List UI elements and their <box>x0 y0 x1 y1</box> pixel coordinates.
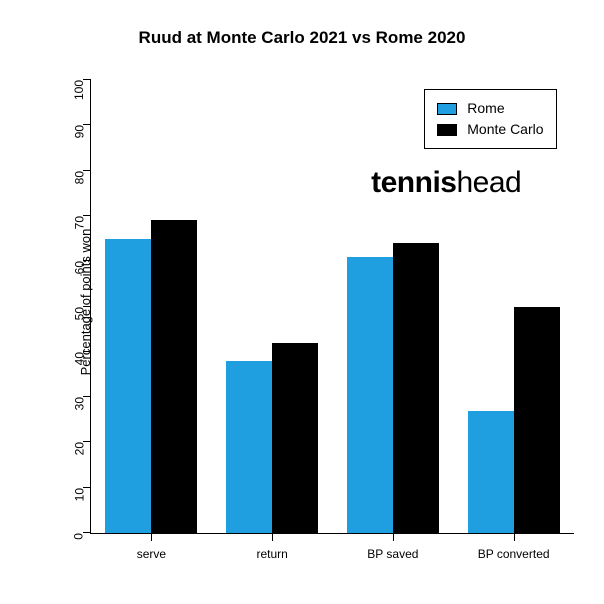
bar <box>347 257 393 533</box>
logo-text-bold: tennis <box>371 166 456 199</box>
plot-area: 0102030405060708090100servereturnBP save… <box>90 80 574 534</box>
x-tick <box>272 533 273 541</box>
bar <box>393 243 439 533</box>
legend-item: Rome <box>437 98 543 119</box>
legend-swatch <box>437 124 457 136</box>
bar <box>514 307 560 534</box>
x-tick <box>151 533 152 541</box>
legend-label: Rome <box>467 98 504 119</box>
chart-title: Ruud at Monte Carlo 2021 vs Rome 2020 <box>0 28 604 48</box>
bar <box>272 343 318 533</box>
y-tick-label: 70 <box>73 216 85 229</box>
y-tick-label: 90 <box>73 125 85 138</box>
x-tick <box>393 533 394 541</box>
y-tick-label: 80 <box>73 171 85 184</box>
x-tick-label: serve <box>137 547 166 561</box>
y-tick-label: 10 <box>73 488 85 501</box>
chart-container: Ruud at Monte Carlo 2021 vs Rome 2020 Pe… <box>0 0 604 604</box>
bar <box>151 220 197 533</box>
x-tick-label: return <box>256 547 287 561</box>
y-tick-label: 60 <box>73 261 85 274</box>
y-tick-label: 50 <box>73 307 85 320</box>
bar <box>468 411 514 533</box>
x-tick <box>514 533 515 541</box>
bar <box>226 361 272 533</box>
x-tick-label: BP saved <box>367 547 418 561</box>
legend: RomeMonte Carlo <box>424 89 556 149</box>
legend-swatch <box>437 103 457 115</box>
logo-text-light: head <box>456 166 521 199</box>
y-tick-label: 20 <box>73 442 85 455</box>
bar <box>105 239 151 533</box>
legend-label: Monte Carlo <box>467 119 543 140</box>
y-tick-label: 100 <box>73 80 85 100</box>
legend-item: Monte Carlo <box>437 119 543 140</box>
tennishead-logo: tennishead <box>371 166 521 200</box>
x-tick-label: BP converted <box>478 547 550 561</box>
y-tick-label: 0 <box>73 533 85 540</box>
y-tick-label: 40 <box>73 352 85 365</box>
y-tick-label: 30 <box>73 397 85 410</box>
